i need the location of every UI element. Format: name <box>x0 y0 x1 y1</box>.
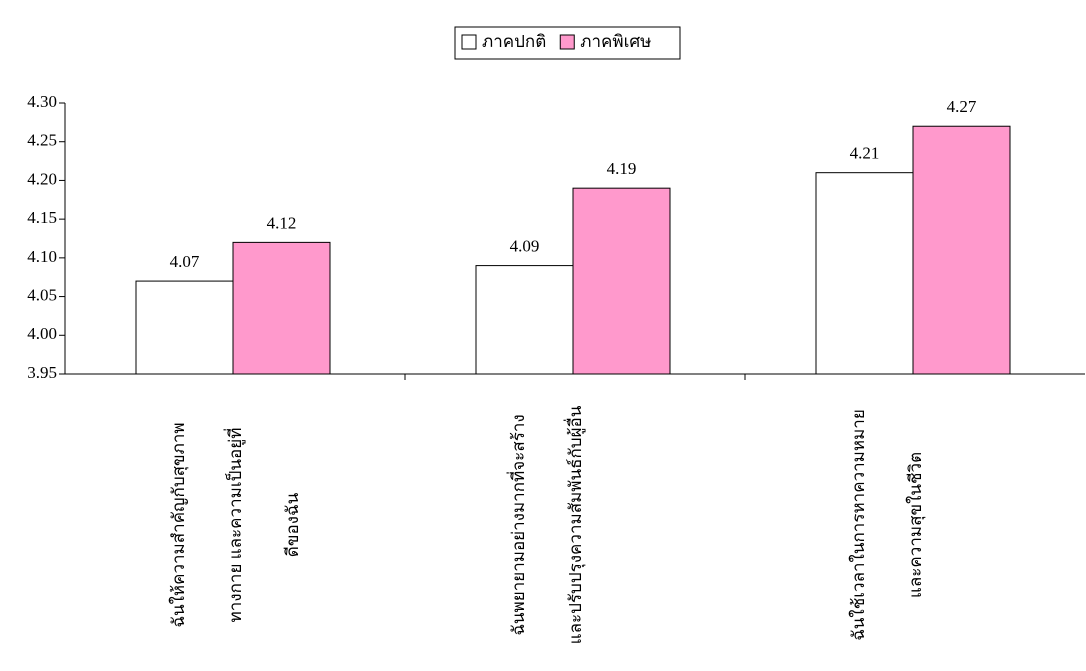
bar <box>572 187 671 375</box>
legend-label: ภาคปกติ <box>482 32 546 51</box>
y-tick-label: 4.10 <box>27 247 57 266</box>
y-tick-label: 4.00 <box>27 324 57 343</box>
value-label: 4.09 <box>510 237 540 256</box>
legend-label: ภาคพิเศษ <box>580 32 651 51</box>
value-label: 4.07 <box>170 252 200 271</box>
value-label: 4.12 <box>267 213 297 232</box>
legend: ภาคปกติ ภาคพิเศษ <box>454 26 681 60</box>
x-tick-label: ทางกาย และความเป็นอยู่ที่ <box>223 428 246 623</box>
x-tick-label: ดีของฉัน <box>283 492 302 557</box>
value-label: 4.21 <box>850 144 880 163</box>
legend-swatch <box>559 34 575 50</box>
y-tick-label: 4.20 <box>27 169 57 188</box>
y-tick-label: 3.95 <box>27 363 57 382</box>
y-tick-label: 4.15 <box>27 208 57 227</box>
y-tick-label: 4.25 <box>27 131 57 150</box>
bar <box>475 265 574 375</box>
x-tick-label: ฉันพยายามอย่างมากที่จะสร้าง <box>506 414 528 635</box>
x-tick-label: ฉันให้ความสำคัญกับสุขภาพ <box>168 422 189 627</box>
legend-swatch <box>461 34 477 50</box>
x-tick-label: และความสุขในชีวิต <box>905 452 926 598</box>
bar <box>135 280 234 375</box>
x-tick-label: และปรับปรุงความสัมพันธ์กับผู้อื่น <box>563 405 586 644</box>
y-tick-label: 4.30 <box>27 92 57 111</box>
bar <box>912 125 1011 375</box>
value-label: 4.27 <box>947 97 977 116</box>
x-tick-label: ฉันใช้เวลาในการหาความหมาย <box>848 409 868 641</box>
bar <box>815 172 914 375</box>
bar <box>232 241 331 375</box>
y-tick-label: 4.05 <box>27 285 57 304</box>
value-label: 4.19 <box>607 159 637 178</box>
